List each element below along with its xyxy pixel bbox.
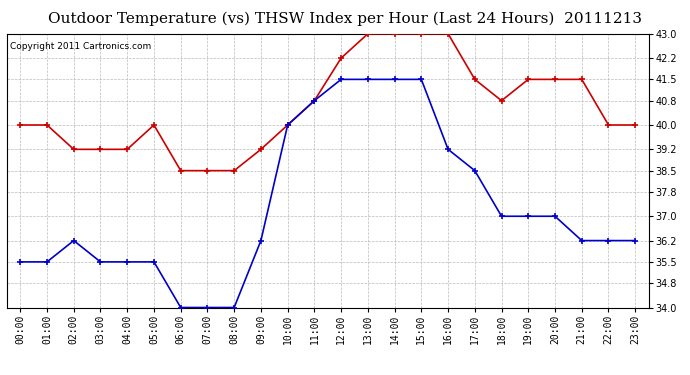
Text: Copyright 2011 Cartronics.com: Copyright 2011 Cartronics.com (10, 42, 151, 51)
Text: Outdoor Temperature (vs) THSW Index per Hour (Last 24 Hours)  20111213: Outdoor Temperature (vs) THSW Index per … (48, 11, 642, 26)
